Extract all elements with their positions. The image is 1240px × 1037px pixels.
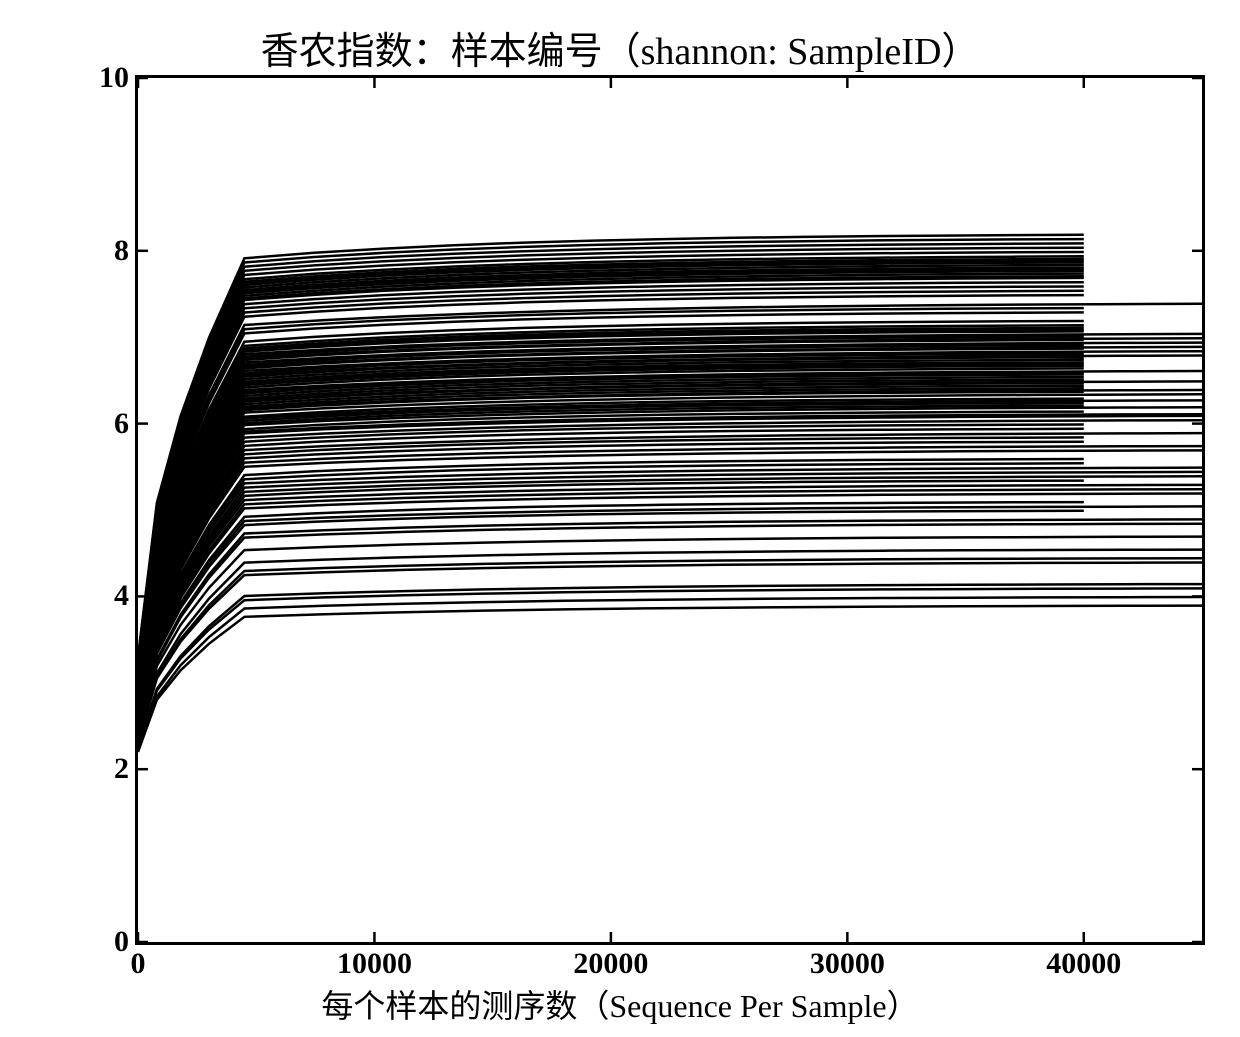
ytick-label: 4 (114, 579, 129, 613)
series-line (138, 597, 1202, 752)
xtick-label: 20000 (573, 947, 648, 981)
series-line (138, 606, 1202, 752)
chart-title: 香农指数：样本编号（shannon: SampleID） (0, 20, 1240, 75)
xtick-label: 10000 (337, 947, 412, 981)
ytick-label: 8 (114, 234, 129, 268)
ytick-label: 10 (99, 61, 129, 95)
ytick-label: 2 (114, 752, 129, 786)
series-line (138, 588, 1202, 747)
series-line (138, 511, 1084, 735)
rarefaction-chart: 香农指数：样本编号（shannon: SampleID） 稀疏性指数：香农（Ra… (0, 0, 1240, 1037)
xtick-label: 40000 (1046, 947, 1121, 981)
series-line (138, 550, 1202, 744)
plot-area (135, 75, 1205, 945)
series-line (138, 524, 1202, 739)
xtick-label: 0 (131, 947, 146, 981)
rarefaction-lines (138, 78, 1202, 942)
xtick-label: 30000 (810, 947, 885, 981)
ytick-label: 6 (114, 407, 129, 441)
ytick-label: 0 (114, 925, 129, 959)
chart-xlabel: 每个样本的测序数（Sequence Per Sample） (0, 981, 1240, 1027)
series-line (138, 537, 1202, 739)
